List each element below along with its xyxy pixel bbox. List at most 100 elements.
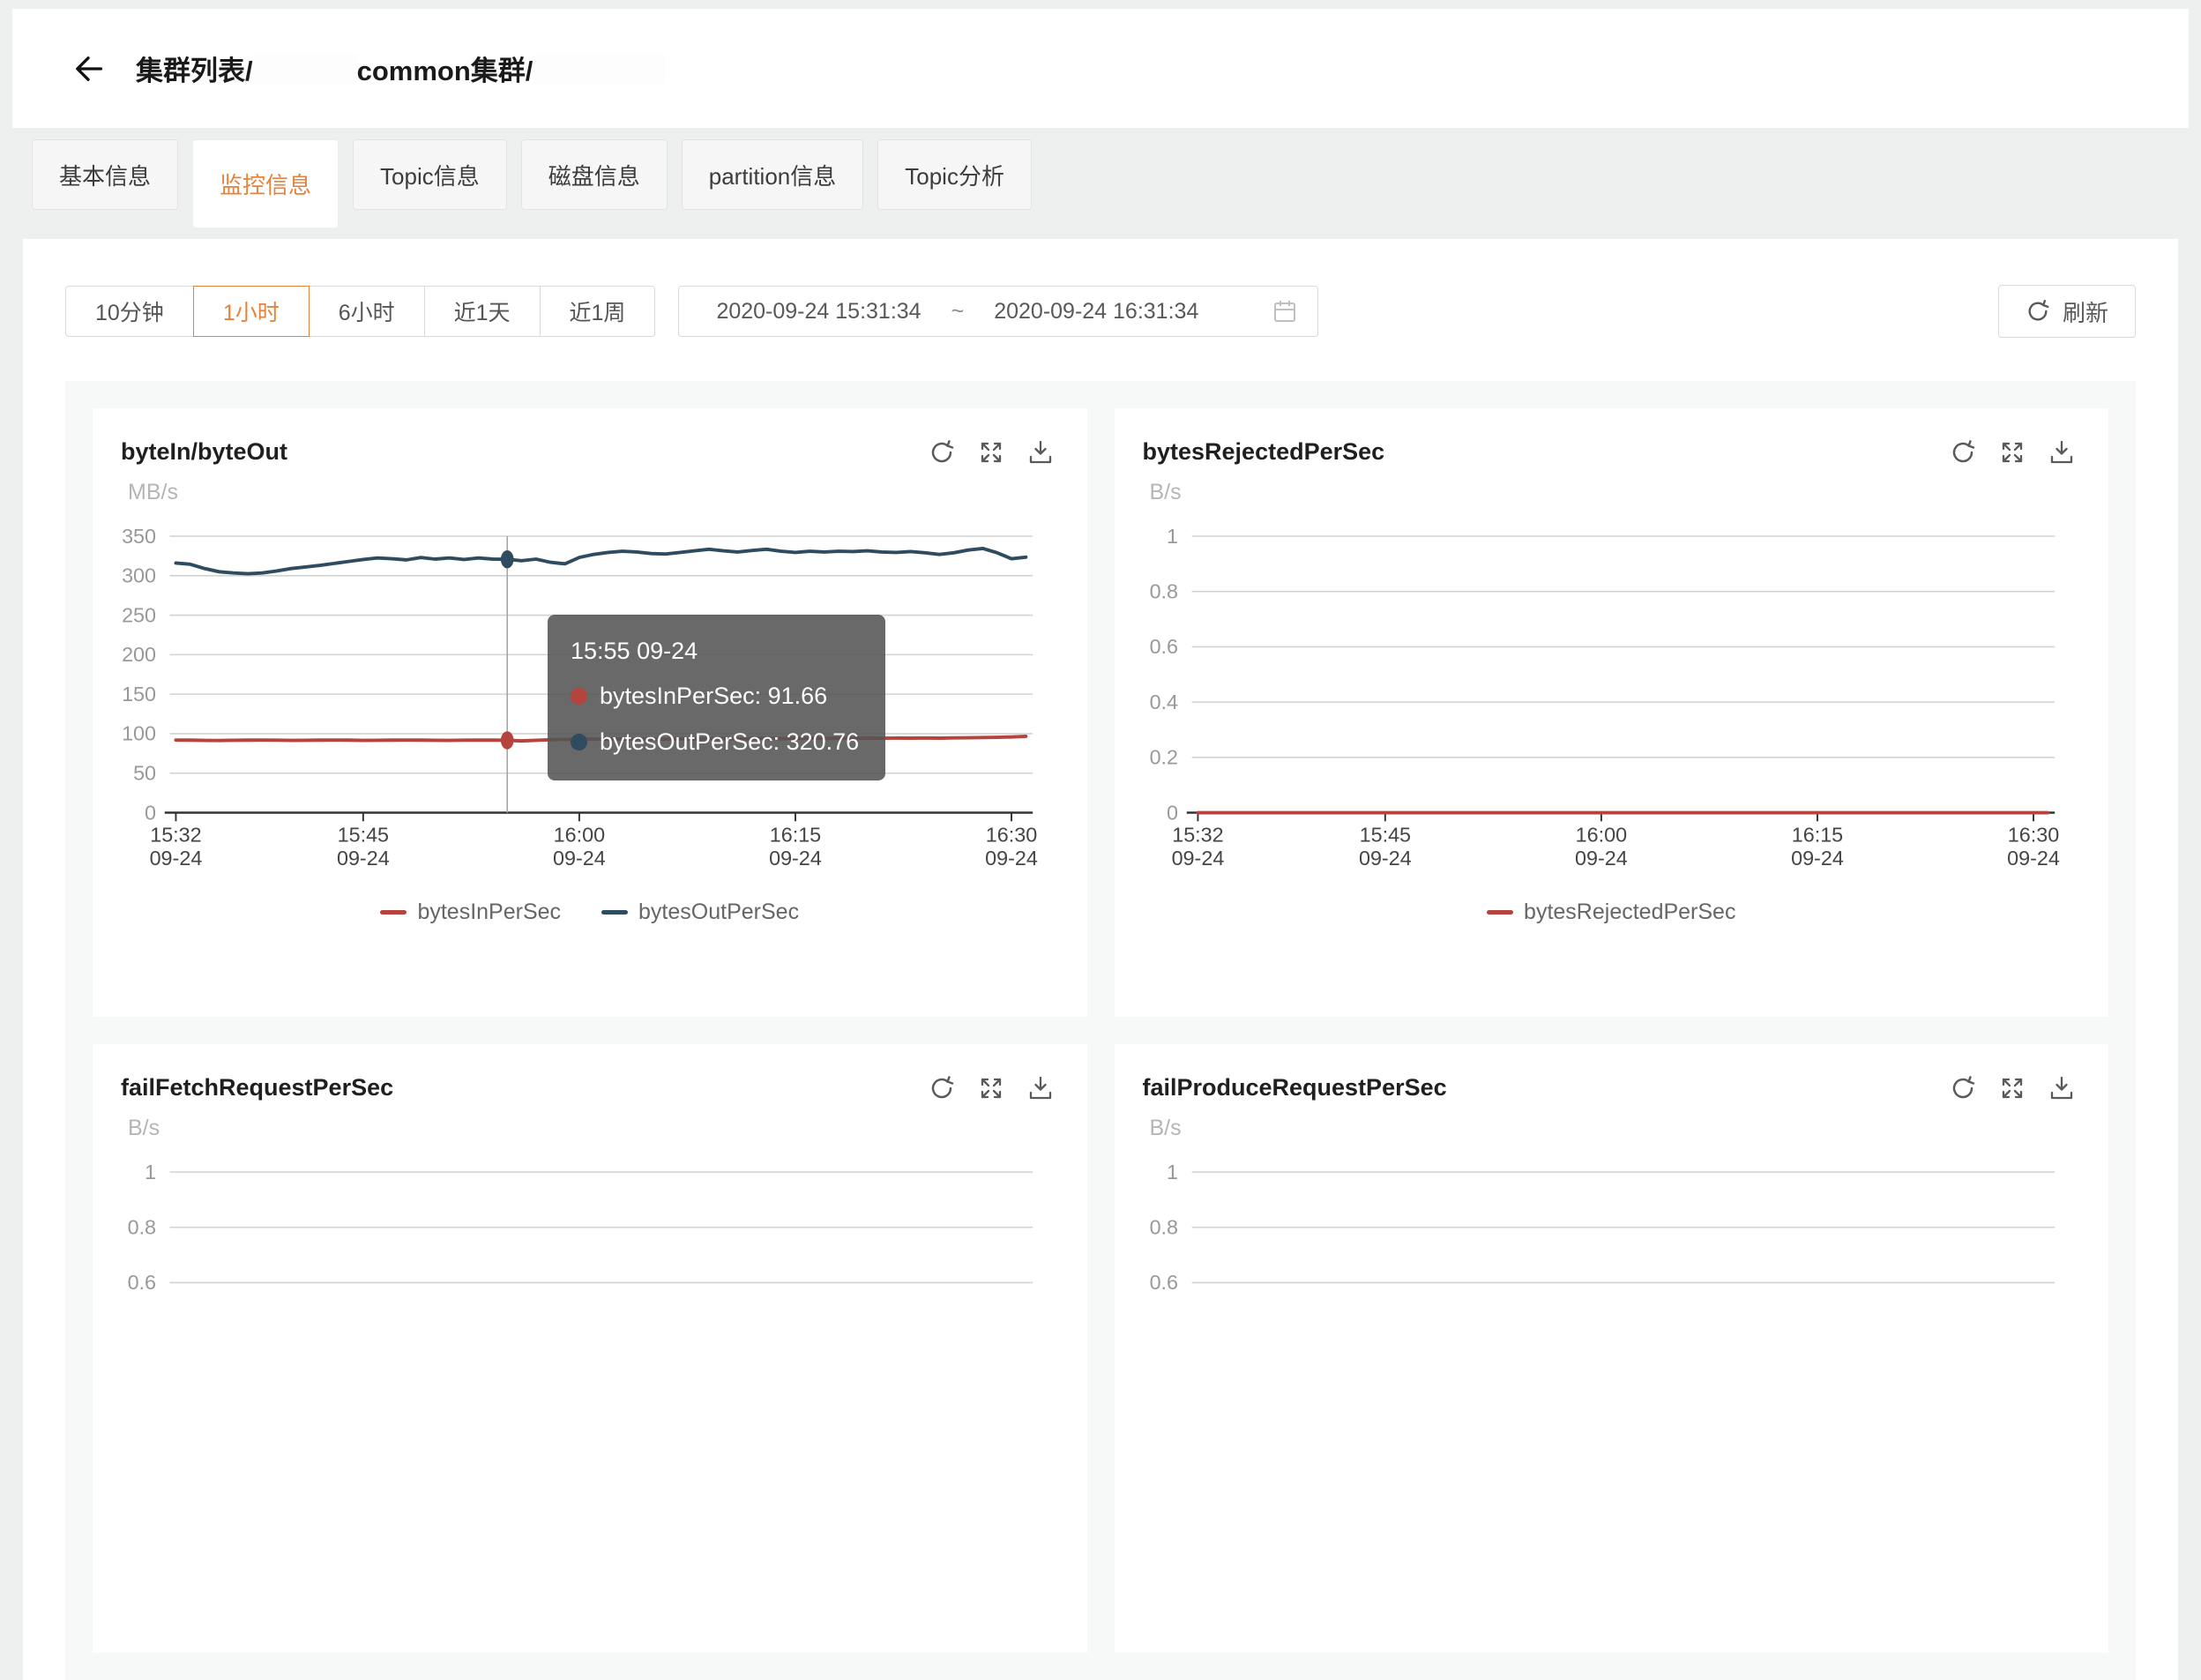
chart-card-bytes-rejected-per-sec: bytesRejectedPerSec B/s 1 0.8 0.6 0.4 0.2 0 15:3…	[1114, 408, 2109, 1017]
chart-refresh-icon[interactable]	[1950, 439, 1976, 466]
y-axis-tick-label: 1	[1167, 1161, 1178, 1183]
chart-fullscreen-icon[interactable]	[1999, 439, 2026, 466]
time-range-1hour[interactable]: 1小时	[192, 286, 310, 337]
chart-plot[interactable]: 1 0.8 0.6 0.4 0.2 015:32 09-24 15:45 09-24 16:00 0…	[1115, 510, 2109, 889]
y-axis-tick-label: 250	[122, 603, 156, 626]
legend-item-bytesOutPerSec[interactable]: bytesOutPerSec	[601, 900, 799, 925]
x-axis-tick-label: 16:00 09-24	[1575, 824, 1628, 870]
refresh-icon	[2028, 300, 2049, 321]
breadcrumb-cluster-list[interactable]: 集群列表/	[136, 56, 253, 86]
y-axis-tick-label: 50	[133, 762, 156, 785]
date-start: 2020-09-24 15:31:34	[716, 298, 921, 324]
y-axis-tick-label: 0.2	[1149, 746, 1177, 769]
tilde-separator: ~	[951, 298, 965, 324]
legend-item-bytesInPerSec[interactable]: bytesInPerSec	[380, 900, 561, 925]
y-axis-tick-label: 0.6	[1149, 635, 1177, 658]
legend-label: bytesInPerSec	[417, 900, 562, 924]
y-axis-tick-label: 0.8	[1149, 579, 1177, 602]
x-axis-tick-label: 15:45 09-24	[1358, 824, 1411, 870]
chart-legend: bytesInPerSec bytesOutPerSec	[93, 900, 1087, 925]
breadcrumb-cluster-name: common集群/	[356, 56, 533, 86]
chart-actions	[929, 1075, 1054, 1101]
legend-label: bytesOutPerSec	[638, 900, 800, 924]
refresh-button[interactable]: 刷新	[1997, 285, 2136, 338]
chart-download-icon[interactable]	[2048, 1075, 2075, 1101]
tab-monitor-info[interactable]: 监控信息	[192, 139, 339, 228]
chart-card-head: failProduceRequestPerSec	[1115, 1044, 2109, 1101]
y-axis-tick-label: 200	[122, 643, 156, 666]
x-axis-tick-label: 16:15 09-24	[1791, 824, 1844, 870]
chart-refresh-icon[interactable]	[929, 439, 955, 466]
chart-unit-label: MB/s	[128, 480, 178, 504]
y-axis-tick-label: 0.8	[128, 1215, 156, 1238]
chart-download-icon[interactable]	[1027, 1075, 1054, 1101]
calendar-icon[interactable]	[1272, 298, 1298, 325]
chart-card-head: bytesRejectedPerSec	[1115, 408, 2109, 466]
legend-dash	[380, 910, 407, 915]
charts-grid: byteIn/byteOut MB/s 350 300 250 200 150 100 50 0 1…	[65, 381, 2136, 1680]
series-line-bytesOutPerSec	[174, 546, 1028, 576]
chart-refresh-icon[interactable]	[929, 1075, 955, 1101]
x-axis-tick-label: 16:30 09-24	[2007, 824, 2060, 870]
tab-basic-info[interactable]: 基本信息	[32, 139, 179, 210]
breadcrumb: 集群列表/ common集群/	[136, 49, 666, 88]
chart-title: failProduceRequestPerSec	[1142, 1074, 1447, 1101]
y-axis-tick-label: 0.6	[1149, 1271, 1177, 1294]
chart-actions	[929, 439, 1054, 466]
tab-disk-info[interactable]: 磁盘信息	[520, 139, 668, 210]
content-panel: 10分钟 1小时 6小时 近1天 近1周 2020-09-24 15:31:34 ~ 2…	[23, 239, 2178, 1680]
chart-unit-label: B/s	[1149, 1116, 1182, 1140]
chart-download-icon[interactable]	[1027, 439, 1054, 466]
x-axis-tick-label: 16:15 09-24	[769, 824, 822, 870]
legend-dash	[601, 910, 629, 915]
chart-card-head: byteIn/byteOut	[93, 408, 1087, 466]
chart-fullscreen-icon[interactable]	[978, 1075, 1004, 1101]
redacted-text	[533, 53, 666, 84]
y-axis-tick-label: 1	[1167, 525, 1178, 548]
time-range-1week[interactable]: 近1周	[539, 286, 656, 337]
chart-card-fail-produce-request-per-sec: failProduceRequestPerSec B/s 1 0.8 0.6	[1114, 1044, 2109, 1653]
time-range-1day[interactable]: 近1天	[423, 286, 541, 337]
chart-refresh-icon[interactable]	[1950, 1075, 1976, 1101]
date-range-picker[interactable]: 2020-09-24 15:31:34 ~ 2020-09-24 16:31:3…	[678, 286, 1319, 337]
legend-dash	[1487, 910, 1514, 915]
y-axis-tick-label: 150	[122, 683, 156, 706]
x-axis-tick-label: 16:30 09-24	[985, 824, 1038, 870]
chart-title: bytesRejectedPerSec	[1142, 438, 1385, 465]
date-end: 2020-09-24 16:31:34	[994, 298, 1199, 324]
y-axis-tick-label: 100	[122, 722, 156, 745]
tab-bar: 基本信息 监控信息 Topic信息 磁盘信息 partition信息 Topic分析	[32, 139, 2189, 228]
chart-plot[interactable]: 350 300 250 200 150 100 50 015:32 09-24 15:45 09-2…	[93, 510, 1087, 889]
tab-topic-analysis[interactable]: Topic分析	[877, 139, 1032, 210]
chart-unit-label: B/s	[128, 1116, 160, 1140]
chart-card-head: failFetchRequestPerSec	[93, 1044, 1087, 1101]
chart-plot[interactable]: 1 0.8 0.6	[93, 1146, 1087, 1525]
redacted-text	[252, 53, 357, 84]
series-line-bytesInPerSec	[174, 735, 1028, 743]
toolbar: 10分钟 1小时 6小时 近1天 近1周 2020-09-24 15:31:34 ~ 2…	[65, 285, 2136, 338]
chart-title: byteIn/byteOut	[121, 438, 288, 465]
x-axis-tick-label: 15:45 09-24	[337, 824, 390, 870]
tab-topic-info[interactable]: Topic信息	[353, 139, 507, 210]
chart-card-bytein-byteout: byteIn/byteOut MB/s 350 300 250 200 150 100 50 0 1…	[93, 408, 1087, 1017]
y-axis-tick-label: 0.6	[128, 1271, 156, 1294]
y-axis-tick-label: 350	[122, 525, 156, 548]
time-range-group: 10分钟 1小时 6小时 近1天 近1周	[65, 286, 656, 337]
header-bar: 集群列表/ common集群/	[12, 9, 2189, 128]
time-range-10min[interactable]: 10分钟	[65, 286, 194, 337]
crosshair-marker	[500, 731, 514, 750]
tab-partition-info[interactable]: partition信息	[681, 139, 864, 210]
chart-fullscreen-icon[interactable]	[978, 439, 1004, 466]
refresh-button-label: 刷新	[2062, 299, 2108, 326]
chart-download-icon[interactable]	[2048, 439, 2075, 466]
y-axis-tick-label: 1	[145, 1161, 156, 1183]
x-axis-tick-label: 16:00 09-24	[553, 824, 606, 870]
y-axis-tick-label: 0	[145, 801, 156, 824]
chart-plot[interactable]: 1 0.8 0.6	[1115, 1146, 2109, 1525]
legend-item-bytesRejectedPerSec[interactable]: bytesRejectedPerSec	[1487, 900, 1735, 925]
chart-fullscreen-icon[interactable]	[1999, 1075, 2026, 1101]
y-axis-tick-label: 0	[1167, 801, 1178, 824]
time-range-6hour[interactable]: 6小时	[308, 286, 425, 337]
arrow-left-icon	[76, 56, 103, 81]
back-button[interactable]	[71, 49, 109, 88]
